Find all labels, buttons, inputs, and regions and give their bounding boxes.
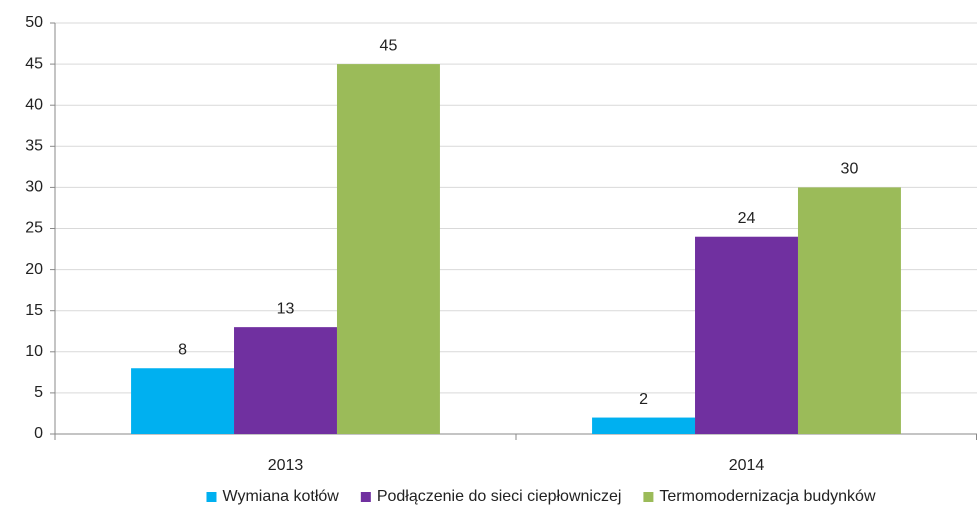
legend-label: Podłączenie do sieci ciepłowniczej	[377, 488, 622, 505]
data-label: 2	[639, 391, 648, 408]
y-tick-label: 0	[34, 425, 43, 442]
bar	[131, 368, 235, 434]
legend-label: Wymiana kotłów	[222, 488, 339, 505]
legend-swatch	[643, 492, 654, 502]
legend-swatch	[360, 492, 371, 502]
data-label: 24	[738, 210, 756, 227]
y-tick-label: 35	[25, 138, 43, 155]
x-tick-label: 2014	[729, 457, 765, 474]
y-tick-label: 5	[34, 384, 43, 401]
y-tick-label: 25	[25, 220, 43, 237]
bar	[695, 236, 798, 434]
bar	[592, 417, 696, 434]
legend-label: Termomodernizacja budynków	[659, 488, 876, 505]
data-label: 45	[380, 37, 398, 54]
y-tick-label: 50	[25, 14, 43, 31]
data-label: 13	[277, 300, 295, 317]
bar	[234, 327, 337, 434]
y-tick-label: 30	[25, 179, 43, 196]
bar	[797, 187, 901, 434]
x-tick-label: 2013	[268, 457, 304, 474]
data-label: 30	[841, 161, 859, 178]
y-tick-label: 40	[25, 96, 43, 113]
bar	[336, 64, 440, 434]
y-tick-label: 15	[25, 302, 43, 319]
y-tick-label: 20	[25, 261, 43, 278]
data-label: 8	[178, 341, 187, 358]
y-tick-label: 45	[25, 55, 43, 72]
y-tick-label: 10	[25, 343, 43, 360]
legend-swatch	[206, 492, 217, 502]
